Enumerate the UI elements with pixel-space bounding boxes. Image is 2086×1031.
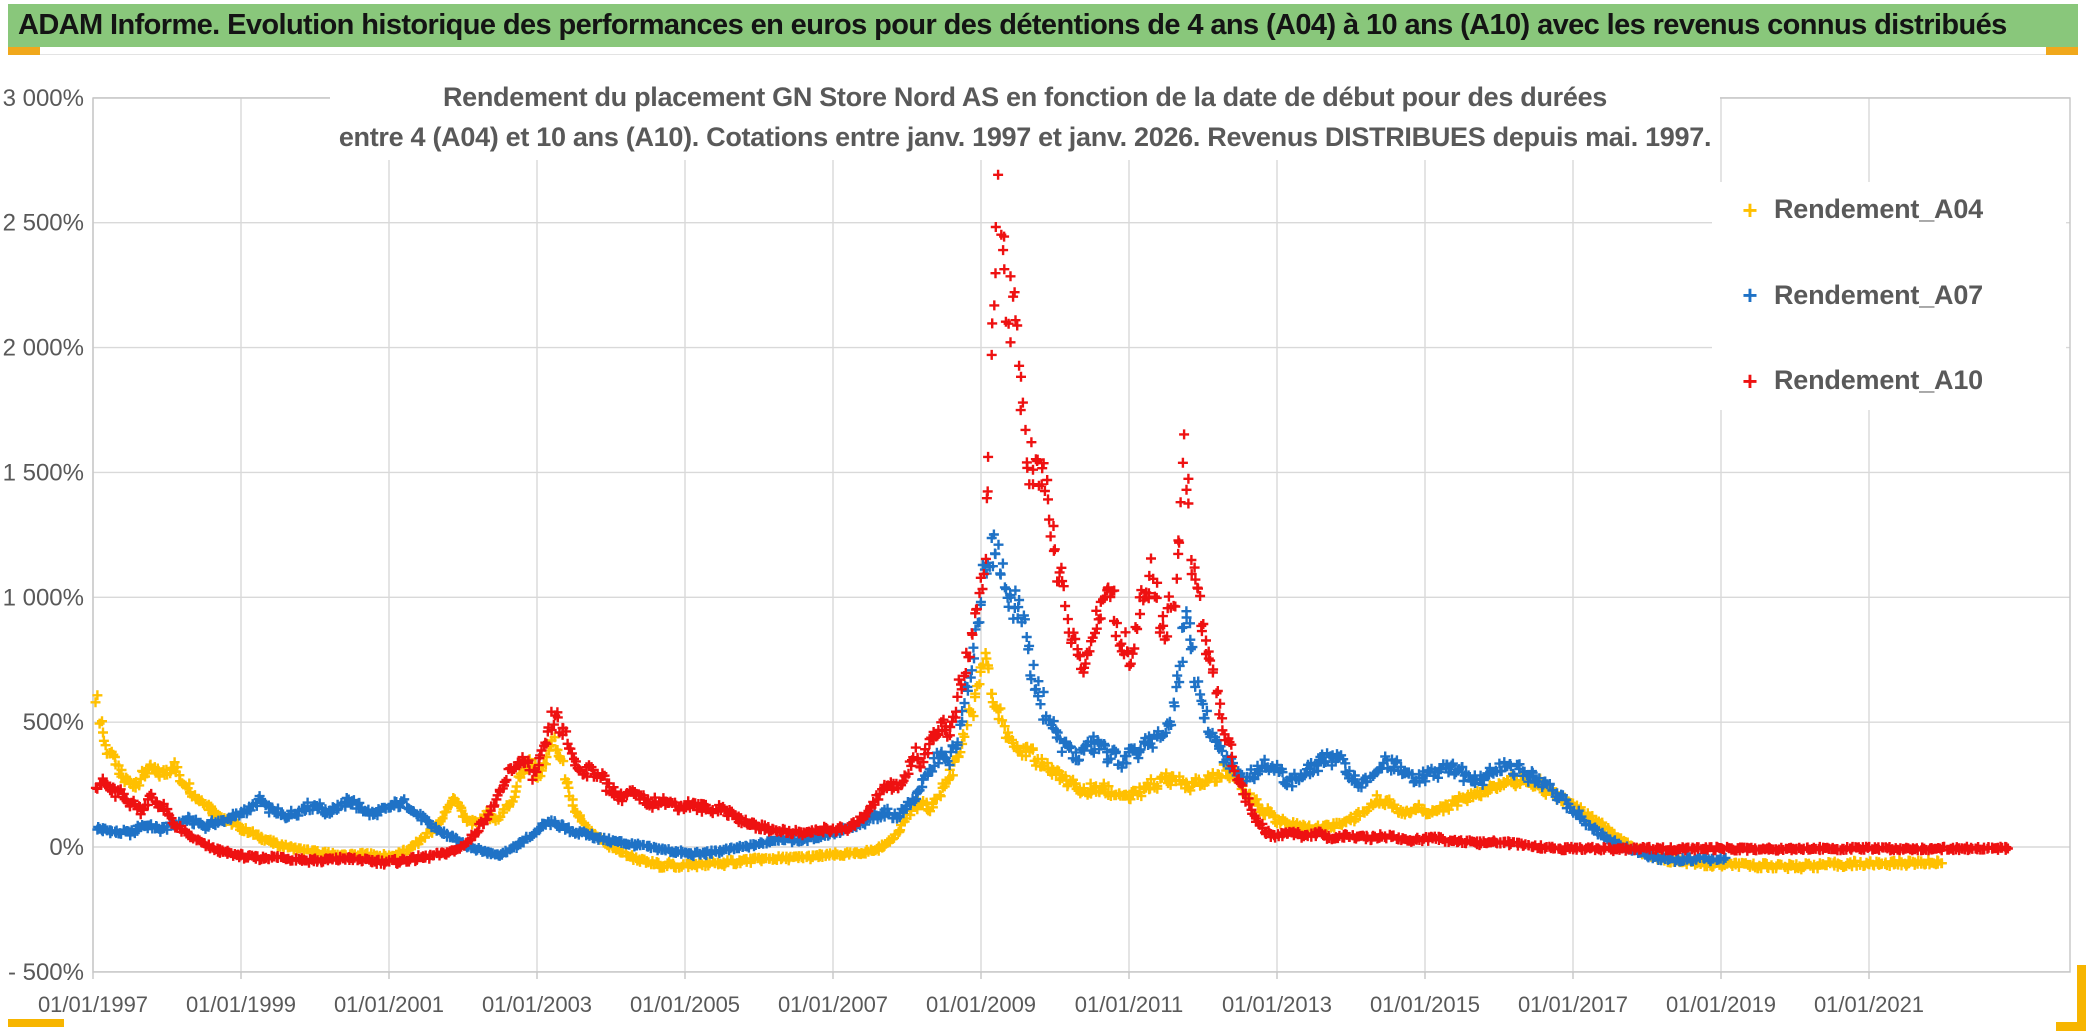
series-rendement_a04 [90,648,1947,875]
chart-legend: + Rendement_A04 + Rendement_A07 + Rendem… [1712,182,2066,410]
legend-item-rendement-a10[interactable]: + Rendement_A10 [1740,365,2066,396]
header-bar: ADAM Informe. Evolution historique des p… [8,4,2078,47]
legend-label: Rendement_A07 [1774,279,1983,310]
x-axis-label: 01/01/1997 [38,992,148,1017]
y-axis-label: 2 500% [3,210,84,237]
x-axis-label: 01/01/2019 [1666,992,1776,1017]
accent-strip-right [2077,965,2086,1031]
axis-labels: 3 000% 2 500% 2 000% 1 500% 1 000% 500% 0% - 50… [3,85,1924,1017]
x-axis-label: 01/01/2009 [926,992,1036,1017]
x-axis-label: 01/01/2011 [1075,992,1183,1017]
plus-marker-icon: + [1742,365,1758,396]
x-axis-label: 01/01/2003 [482,992,592,1017]
gridlines [92,97,2070,979]
y-axis-label: 2 000% [3,335,84,362]
x-axis-label: 01/01/2015 [1370,992,1480,1017]
legend-item-rendement-a07[interactable]: + Rendement_A07 [1740,280,2066,311]
x-axis-label: 01/01/2017 [1518,992,1628,1017]
x-axis-label: 01/01/2007 [778,992,888,1017]
legend-label: Rendement_A04 [1774,194,1983,224]
y-axis-label: 500% [23,709,84,736]
plus-marker-icon: + [1742,194,1758,225]
header-divider [8,47,2078,55]
y-axis-label: - 500% [8,959,84,986]
plus-marker-icon: + [1742,280,1758,310]
accent-strip-bottom-left [8,1019,64,1027]
x-axis-label: 01/01/2005 [630,992,740,1017]
chart-title: Rendement du placement GN Store Nord AS … [330,76,1720,160]
x-axis-label: 01/01/1999 [186,992,296,1017]
accent-strip-bottom-right [2056,1022,2086,1031]
y-axis-label: 1 000% [3,584,84,611]
accent-chip-left [8,47,40,55]
header-title: ADAM Informe. Evolution historique des p… [18,9,2007,41]
x-axis-label: 01/01/2021 [1814,992,1924,1017]
y-axis-label: 1 500% [3,459,84,486]
legend-item-rendement-a04[interactable]: + Rendement_A04 [1740,194,2066,225]
series-rendement_a10 [90,147,2013,870]
x-axis-label: 01/01/2013 [1222,992,1332,1017]
accent-chip-right [2046,47,2078,55]
chart-title-line2: entre 4 (A04) et 10 ans (A10). Cotations… [338,122,1712,152]
y-axis-label: 3 000% [3,85,84,112]
x-axis-label: 01/01/2001 [334,992,444,1017]
chart-title-line1: Rendement du placement GN Store Nord AS … [442,82,1608,112]
legend-label: Rendement_A10 [1774,365,1983,395]
y-axis-label: 0% [49,834,84,861]
